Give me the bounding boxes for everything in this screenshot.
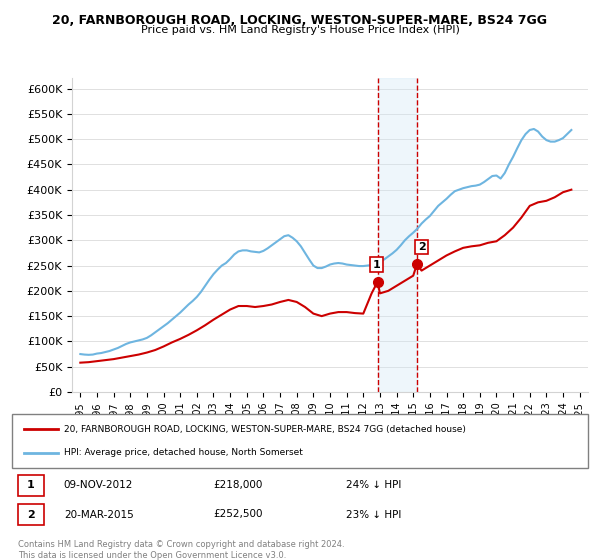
FancyBboxPatch shape (12, 414, 588, 468)
Text: 1: 1 (373, 260, 380, 269)
Text: 20, FARNBOROUGH ROAD, LOCKING, WESTON-SUPER-MARE, BS24 7GG (detached house): 20, FARNBOROUGH ROAD, LOCKING, WESTON-SU… (64, 425, 466, 434)
Text: 2: 2 (418, 242, 425, 252)
Text: Price paid vs. HM Land Registry's House Price Index (HPI): Price paid vs. HM Land Registry's House … (140, 25, 460, 35)
Text: HPI: Average price, detached house, North Somerset: HPI: Average price, detached house, Nort… (64, 448, 303, 457)
Text: 20, FARNBOROUGH ROAD, LOCKING, WESTON-SUPER-MARE, BS24 7GG: 20, FARNBOROUGH ROAD, LOCKING, WESTON-SU… (53, 14, 548, 27)
Text: 20-MAR-2015: 20-MAR-2015 (64, 510, 134, 520)
Text: 24% ↓ HPI: 24% ↓ HPI (346, 480, 401, 490)
FancyBboxPatch shape (18, 474, 44, 496)
Text: £218,000: £218,000 (214, 480, 263, 490)
Text: 1: 1 (27, 480, 35, 490)
Text: Contains HM Land Registry data © Crown copyright and database right 2024.
This d: Contains HM Land Registry data © Crown c… (18, 540, 344, 560)
Text: £252,500: £252,500 (214, 510, 263, 520)
Text: 2: 2 (27, 510, 35, 520)
Text: 23% ↓ HPI: 23% ↓ HPI (346, 510, 401, 520)
FancyBboxPatch shape (18, 504, 44, 525)
Bar (377, 78, 417, 392)
Text: 09-NOV-2012: 09-NOV-2012 (64, 480, 133, 490)
